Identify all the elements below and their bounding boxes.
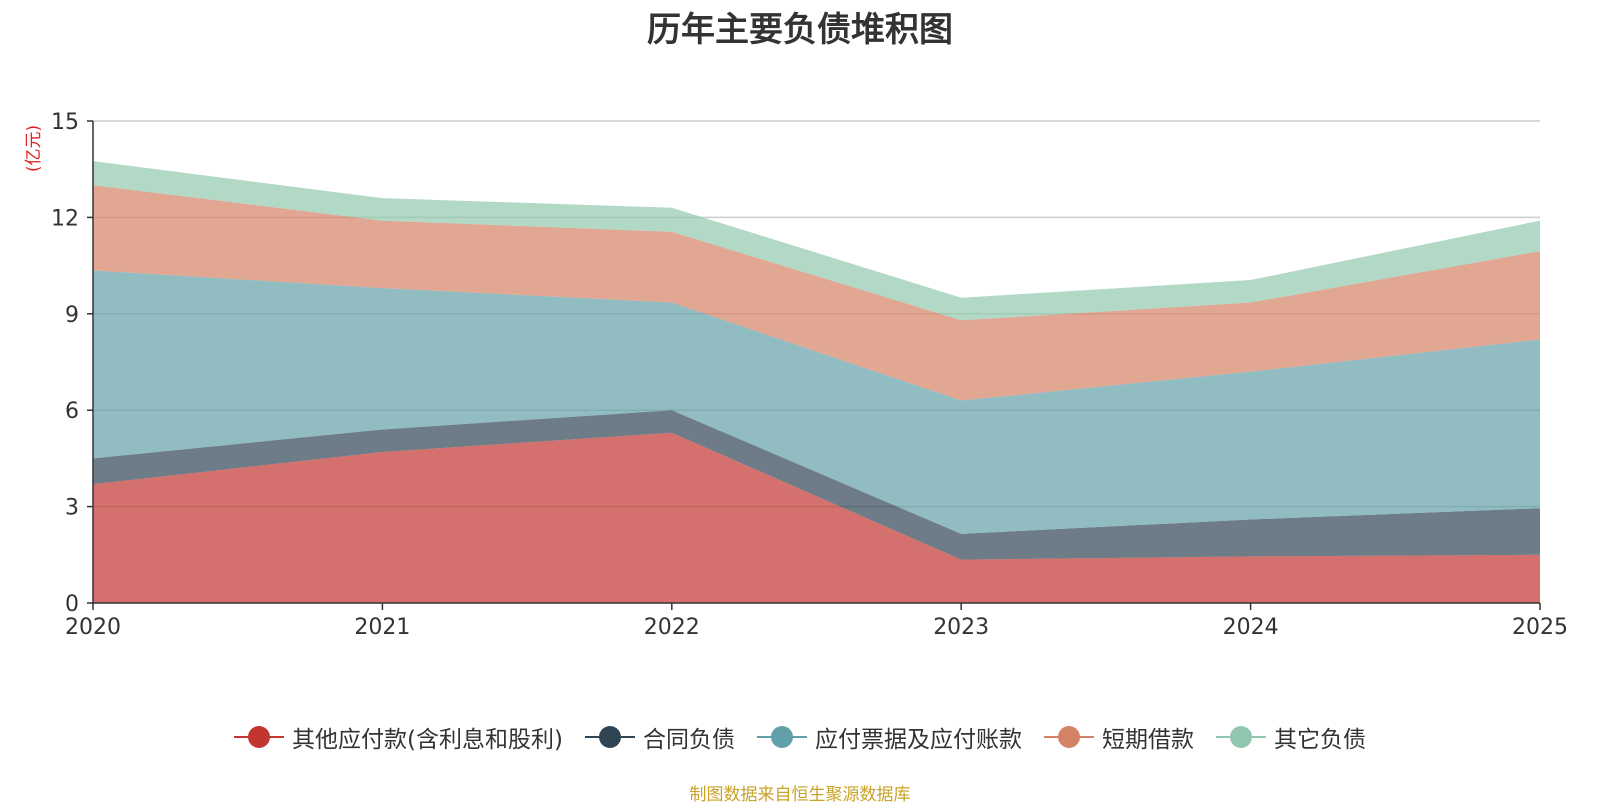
y-tick-label-9: 9 [65, 303, 79, 328]
x-tick-label-2024: 2024 [1223, 615, 1279, 640]
legend-item-1[interactable]: 其他应付款(含利息和股利) [234, 720, 563, 754]
area-series-1 [93, 432, 1540, 603]
legend-marker-icon [1215, 725, 1266, 749]
area-series-3 [93, 270, 1540, 534]
x-tick-label-2025: 2025 [1512, 615, 1568, 640]
legend: 其他应付款(含利息和股利) 合同负债 应付票据及应付账款 短期借款 其它负债 [0, 720, 1600, 754]
area-series-5 [93, 161, 1540, 321]
y-tick-label-15: 15 [51, 110, 79, 135]
area-series-4 [93, 185, 1540, 401]
x-tick-label-2020: 2020 [65, 615, 121, 640]
area-series [93, 161, 1540, 603]
legend-item-3[interactable]: 应付票据及应付账款 [756, 720, 1022, 754]
legend-item-5[interactable]: 其它负债 [1215, 720, 1366, 754]
x-tick-label-2023: 2023 [933, 615, 989, 640]
stacked-area-chart: 0 3 6 9 12 15 2020 2021 2022 2023 2024 2025 [51, 110, 1568, 640]
legend-label: 短期借款 [1101, 727, 1194, 753]
axes: 0 3 6 9 12 15 2020 2021 2022 2023 2024 2025 [51, 110, 1568, 640]
y-tick-label-0: 0 [65, 592, 79, 617]
y-tick-label-12: 12 [51, 206, 79, 231]
legend-label: 应付票据及应付账款 [814, 727, 1022, 753]
y-tick-label-6: 6 [65, 399, 79, 424]
legend-marker-icon [1043, 725, 1094, 749]
legend-item-4[interactable]: 短期借款 [1043, 720, 1194, 754]
chart-title: 历年主要负债堆积图 [647, 10, 953, 50]
y-tick-label-3: 3 [65, 496, 79, 521]
legend-label: 其他应付款(含利息和股利) [292, 727, 563, 753]
x-tick-label-2022: 2022 [644, 615, 700, 640]
legend-label: 其它负债 [1273, 727, 1366, 753]
data-source-note: 制图数据来自恒生聚源数据库 [689, 785, 911, 805]
legend-label: 合同负债 [642, 727, 735, 753]
legend-item-2[interactable]: 合同负债 [584, 720, 735, 754]
legend-marker-icon [584, 725, 635, 749]
area-series-2 [93, 410, 1540, 560]
legend-marker-icon [756, 725, 807, 749]
x-tick-label-2021: 2021 [354, 615, 410, 640]
legend-marker-icon [234, 725, 285, 749]
